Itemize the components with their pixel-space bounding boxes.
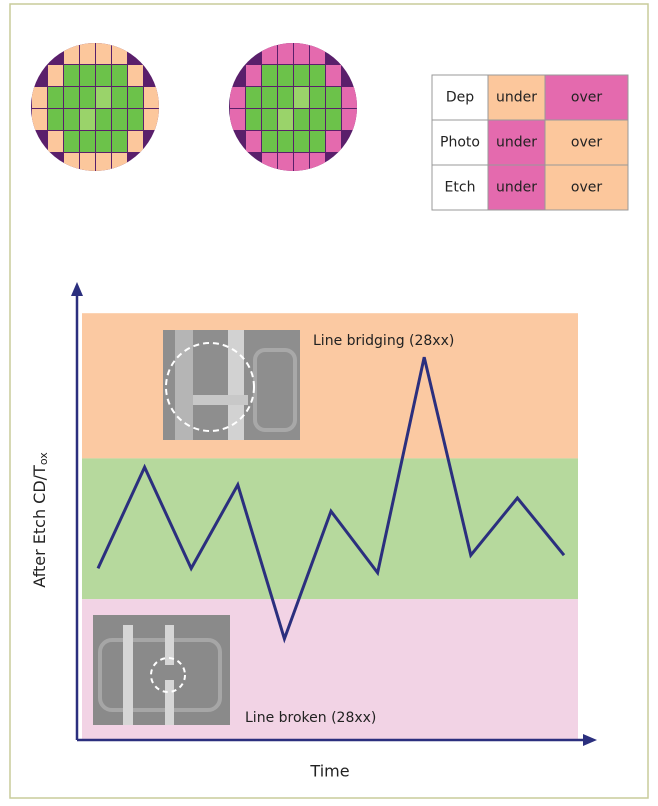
die xyxy=(294,43,309,64)
die xyxy=(310,87,325,108)
die xyxy=(278,131,293,152)
die xyxy=(326,65,341,86)
die xyxy=(294,109,309,130)
die xyxy=(32,87,47,108)
die xyxy=(32,109,47,130)
table-text: over xyxy=(571,135,602,151)
sem-image xyxy=(93,615,230,725)
die xyxy=(96,87,111,108)
die xyxy=(128,65,143,86)
die xyxy=(96,65,111,86)
die xyxy=(80,109,95,130)
annotation: Line broken (28xx) xyxy=(245,710,376,726)
die xyxy=(128,131,143,152)
table-text: under xyxy=(496,180,537,196)
die xyxy=(230,87,245,108)
y-axis-label-sub: ox xyxy=(37,452,50,465)
die xyxy=(230,109,245,130)
die xyxy=(80,87,95,108)
die xyxy=(262,109,277,130)
die xyxy=(112,131,127,152)
y-axis-label: After Etch CD/Tox xyxy=(30,452,51,588)
annotation: Line bridging (28xx) xyxy=(313,333,454,349)
x-axis-label: Time xyxy=(309,762,349,781)
table-text: Etch xyxy=(445,180,476,196)
die xyxy=(294,87,309,108)
table-text: Dep xyxy=(446,90,474,106)
die xyxy=(278,65,293,86)
die xyxy=(128,87,143,108)
die xyxy=(96,131,111,152)
die xyxy=(246,109,261,130)
die xyxy=(80,43,95,64)
die xyxy=(48,109,63,130)
die xyxy=(112,87,127,108)
band xyxy=(82,458,578,599)
die xyxy=(80,131,95,152)
sem-image xyxy=(163,330,300,440)
die xyxy=(48,87,63,108)
die xyxy=(96,109,111,130)
die xyxy=(64,109,79,130)
die xyxy=(262,131,277,152)
die xyxy=(48,65,63,86)
die xyxy=(294,131,309,152)
die xyxy=(112,65,127,86)
die xyxy=(246,87,261,108)
table-text: Photo xyxy=(440,135,480,151)
die xyxy=(262,65,277,86)
die xyxy=(48,131,63,152)
die xyxy=(310,131,325,152)
die xyxy=(326,87,341,108)
table-text: under xyxy=(496,90,537,106)
die xyxy=(326,131,341,152)
table: Dep under over Photo under over Etch under over xyxy=(432,75,628,210)
die xyxy=(64,131,79,152)
die xyxy=(128,109,143,130)
y-axis-label-main: After Etch CD/T xyxy=(30,465,49,588)
die xyxy=(64,87,79,108)
die xyxy=(262,87,277,108)
figure: DepunderoverPhotounderoverEtchunderover … xyxy=(0,0,658,802)
chart: Time After Etch CD/Tox Line bridging (28xx… xyxy=(30,282,598,781)
die xyxy=(246,131,261,152)
table-text: over xyxy=(571,90,602,106)
die xyxy=(310,65,325,86)
die xyxy=(294,65,309,86)
table-text: under xyxy=(496,135,537,151)
die xyxy=(112,109,127,130)
die xyxy=(80,65,95,86)
die xyxy=(278,109,293,130)
die xyxy=(278,43,293,64)
die xyxy=(96,43,111,64)
table-text: over xyxy=(571,180,602,196)
die xyxy=(326,109,341,130)
die xyxy=(64,65,79,86)
die xyxy=(246,65,261,86)
die xyxy=(310,109,325,130)
die xyxy=(278,87,293,108)
